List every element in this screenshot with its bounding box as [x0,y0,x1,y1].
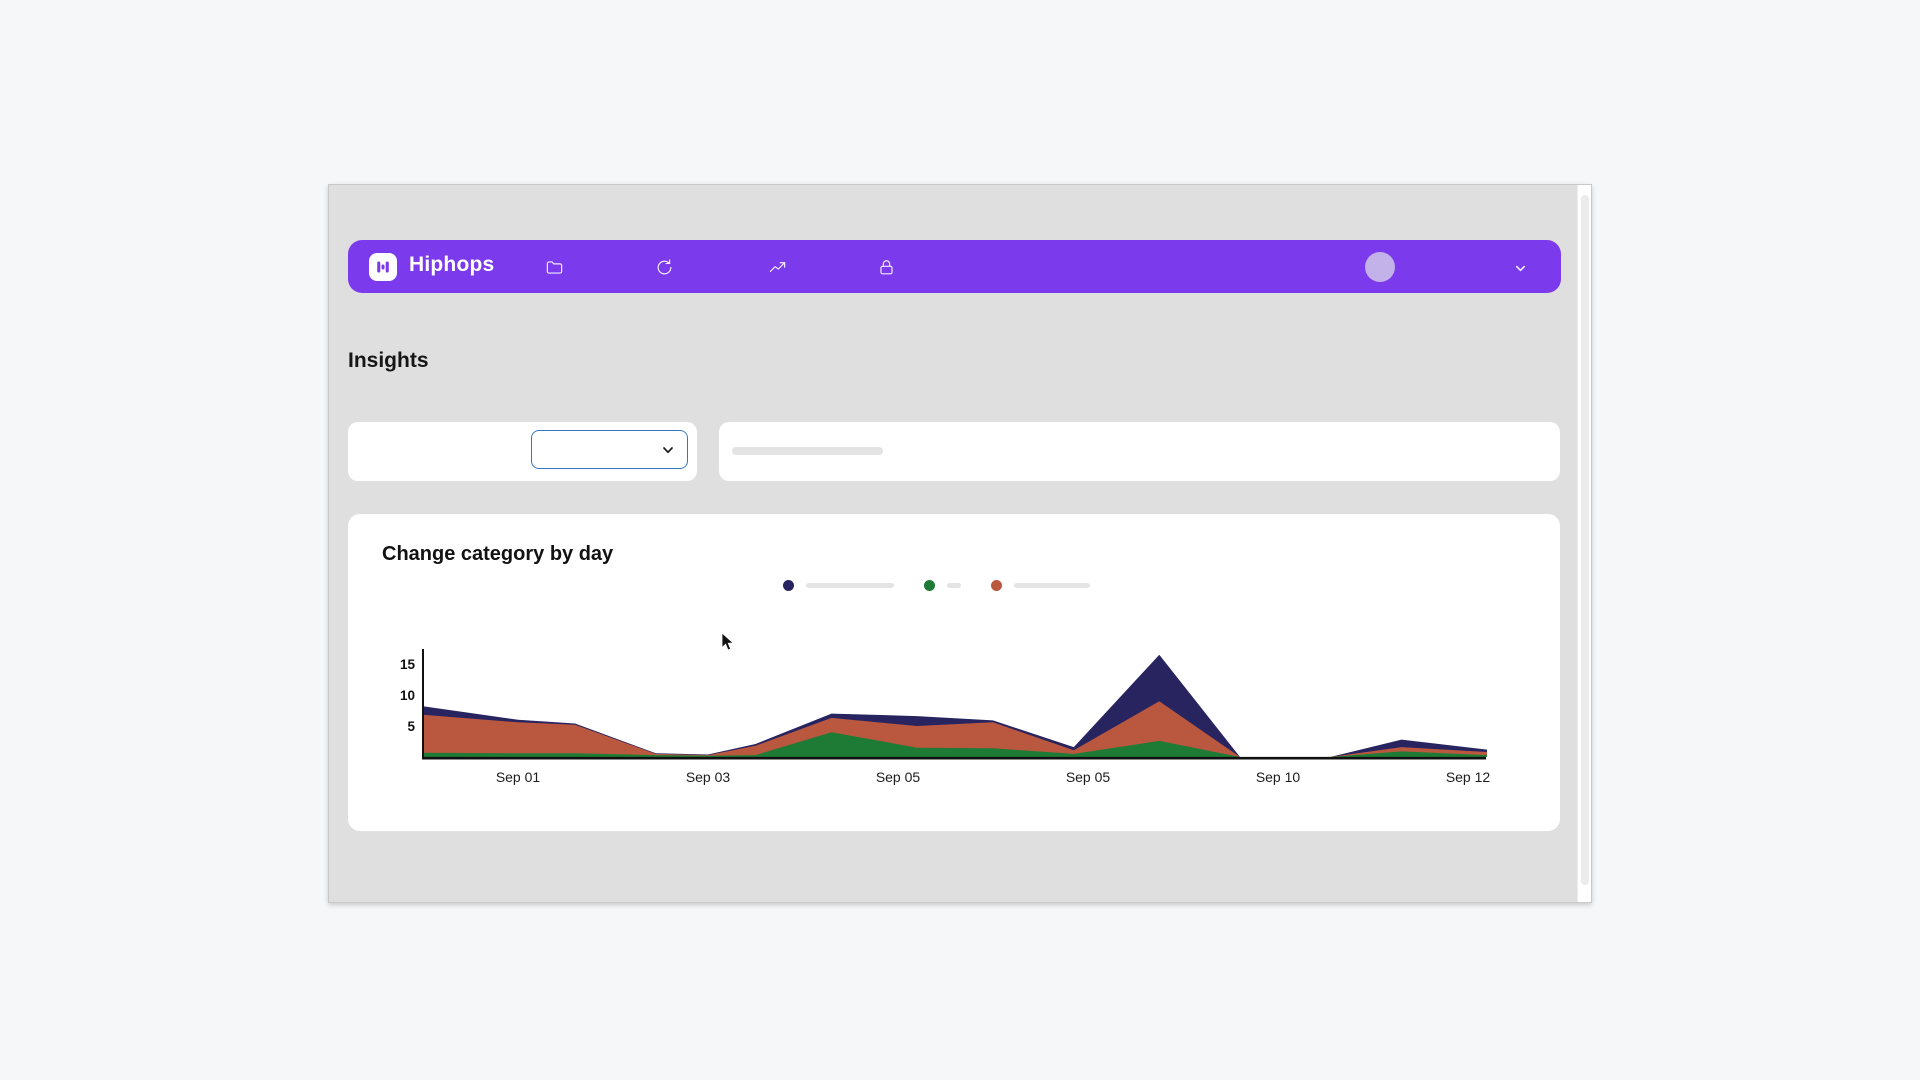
x-tick-label: Sep 01 [496,769,541,785]
scrollbar-track[interactable] [1577,185,1591,902]
sync-icon[interactable] [654,257,674,277]
x-tick-label: Sep 05 [876,769,921,785]
insight-select[interactable] [531,430,688,469]
legend-label-skeleton [1014,583,1090,588]
x-tick-label: Sep 10 [1256,769,1301,785]
x-tick-label: Sep 03 [686,769,731,785]
chart-card: Change category by day 5 10 15 Sep 01 Sep 03… [348,514,1560,831]
y-tick-label: 10 [400,688,415,703]
legend-dot [783,580,794,591]
scrollbar-thumb[interactable] [1581,195,1589,885]
hiphops-logo-icon[interactable] [369,253,397,281]
legend-label-skeleton [947,583,961,588]
filter-card [348,422,697,481]
select-chevron-down-icon [663,446,673,453]
lock-icon[interactable] [876,257,896,277]
loading-skeleton-bar [732,447,883,455]
area-series-sienna [423,701,1487,757]
trending-up-icon[interactable] [767,257,787,277]
avatar[interactable] [1365,252,1395,282]
logo-glyph [377,261,389,273]
chart-legend [783,580,1090,591]
chevron-down-icon[interactable] [1514,261,1528,273]
legend-label-skeleton [806,583,894,588]
y-tick-label: 15 [400,657,416,672]
app-window: Hiphops Insights [328,184,1592,903]
legend-item-1[interactable] [783,580,894,591]
chart-svg: 5 10 15 Sep 01 Sep 03 Sep 05 Sep 05 Sep 10 Sep 1… [400,649,1491,785]
chart-title: Change category by day [382,543,614,565]
legend-dot [924,580,935,591]
legend-item-2[interactable] [924,580,961,591]
stacked-area-chart[interactable]: 5 10 15 Sep 01 Sep 03 Sep 05 Sep 05 Sep 10 Sep 1… [368,644,1548,799]
x-tick-label: Sep 05 [1066,769,1111,785]
brand-name: Hiphops [409,253,495,276]
legend-dot [991,580,1002,591]
area-series-green [423,732,1487,757]
legend-item-3[interactable] [991,580,1090,591]
top-navbar: Hiphops [348,240,1561,293]
x-tick-label: Sep 12 [1446,769,1491,785]
y-tick-label: 5 [407,719,415,734]
page-title: Insights [348,349,429,372]
folder-icon[interactable] [544,257,564,277]
filter-bar-loading-card [719,422,1560,481]
